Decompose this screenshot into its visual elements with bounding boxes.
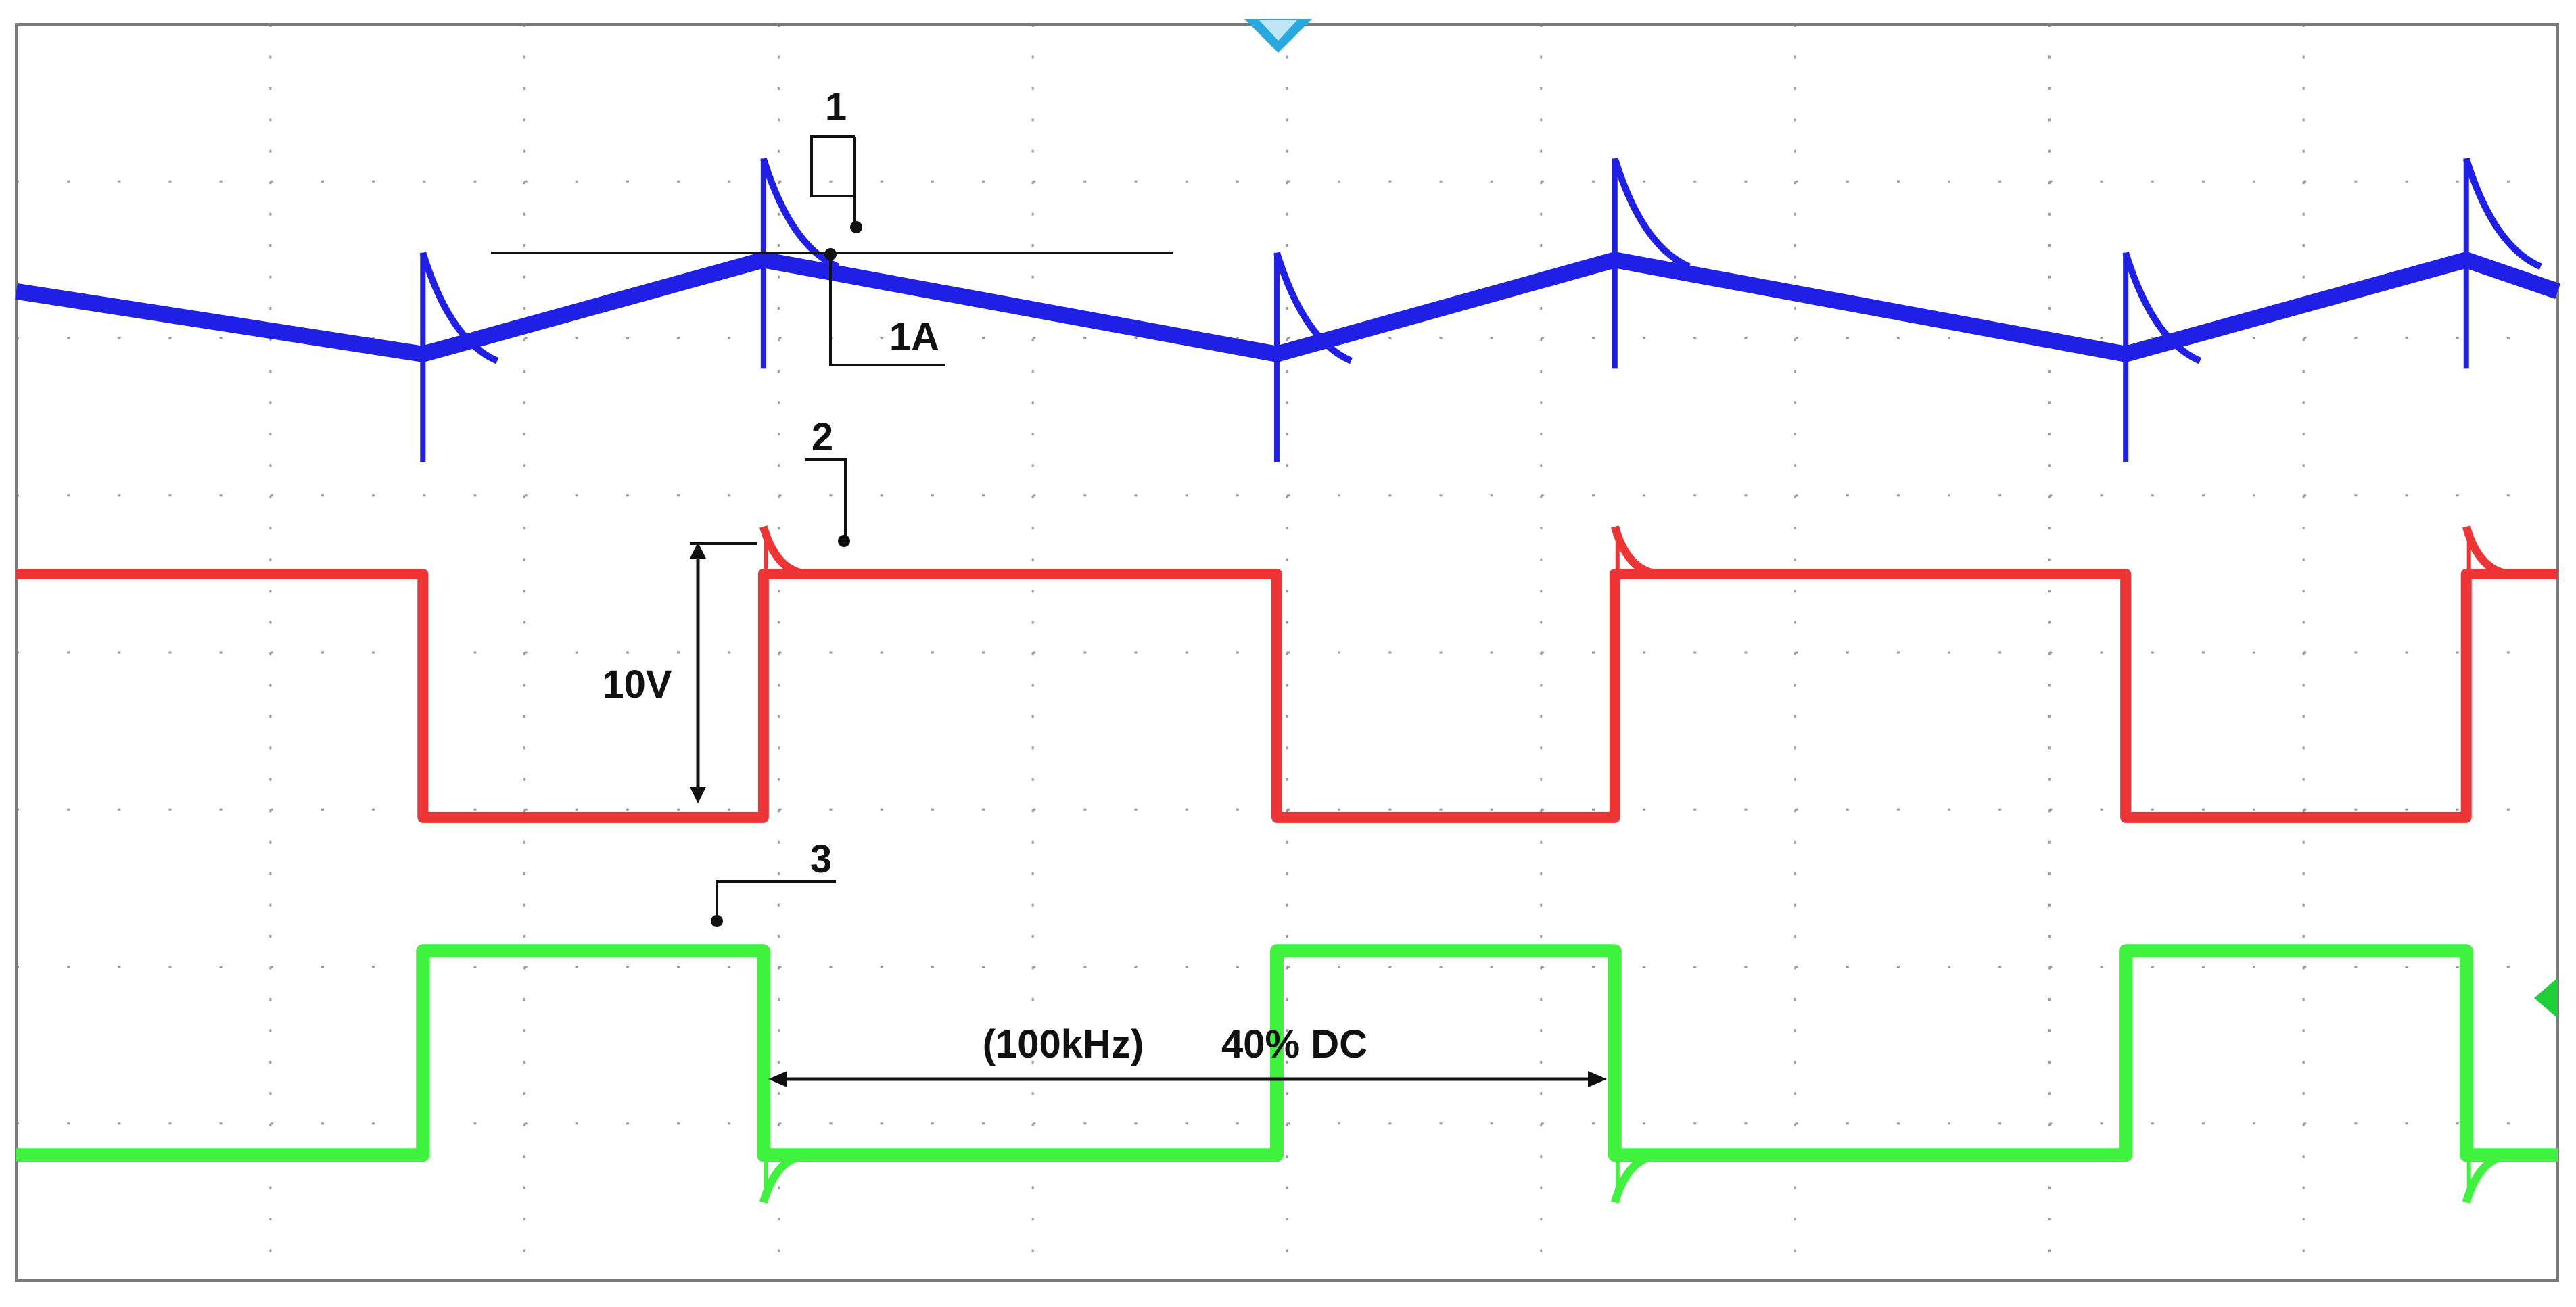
ch1-scale-label: 1A [889, 315, 939, 359]
ch1-scale-leader [829, 254, 945, 366]
ch1-ringing [2122, 252, 2202, 364]
ch1-ringing [1273, 252, 1353, 364]
trace-ch2 [16, 568, 2558, 823]
duty-cycle-label: 40% DC [1221, 1022, 1367, 1066]
ch3-level-marker[interactable] [2534, 978, 2558, 1018]
trace-ch3 [16, 944, 2558, 1162]
ch1-ringing [2462, 157, 2542, 270]
ch2-label: 2 [812, 415, 833, 459]
ch3-pointer-line [716, 880, 836, 922]
ch1-label-leader [810, 135, 855, 197]
period-annotation: (100kHz) 40% DC [768, 1022, 1607, 1087]
ch3-callout: 3 [711, 837, 836, 927]
ch2-pointer-dot [838, 535, 850, 547]
trigger-marker[interactable] [1244, 19, 1312, 53]
ch1-callout: 1 1A [491, 85, 1173, 366]
ch2-callout: 2 10V [602, 415, 850, 803]
graticule [16, 24, 2558, 1281]
ch3-pointer-dot [711, 915, 723, 927]
ch1-pointer-dot [850, 221, 862, 233]
ch1-ringing [760, 157, 839, 270]
ch1-ringing [419, 252, 499, 364]
ch1-scale-dot [824, 248, 837, 260]
ch1-label: 1 [825, 85, 847, 129]
frequency-label: (100kHz) [983, 1022, 1144, 1066]
arrow-right-icon [1588, 1071, 1607, 1087]
arrow-down-icon [690, 787, 706, 803]
arrow-left-icon [768, 1071, 787, 1087]
ch2-voltage-label: 10V [602, 663, 672, 707]
ch1-ringing [1612, 157, 1691, 270]
trace-layer [15, 157, 2560, 1204]
arrow-up-icon [690, 542, 706, 559]
ch2-pointer-line [805, 458, 847, 544]
ch3-label: 3 [810, 837, 832, 881]
trace-ch1 [15, 252, 2560, 362]
